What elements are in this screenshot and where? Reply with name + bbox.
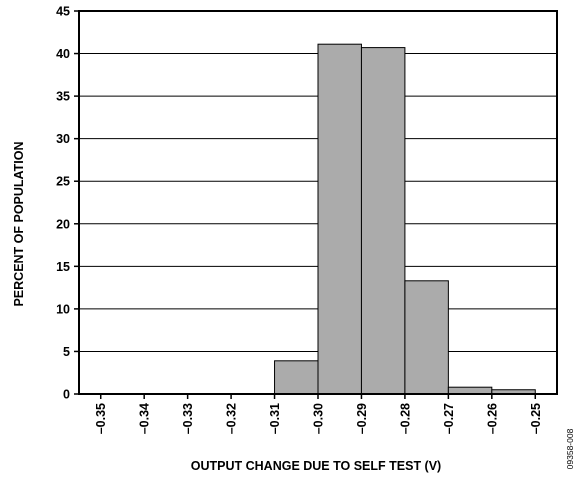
- histogram-bar: [274, 360, 319, 395]
- y-axis-label: PERCENT OF POPULATION: [12, 141, 26, 306]
- histogram-bar: [404, 280, 449, 395]
- x-tick-label: –0.32: [225, 403, 239, 434]
- x-tick-label: –0.29: [355, 403, 369, 434]
- y-tick-label: 20: [56, 217, 70, 231]
- y-tick-label: 45: [56, 5, 70, 19]
- histogram-bars: [274, 43, 536, 395]
- x-tick-label: –0.33: [181, 403, 195, 434]
- x-tick-label: –0.35: [94, 403, 108, 434]
- x-tick-label: –0.26: [485, 403, 499, 434]
- y-tick-label: 40: [56, 47, 70, 61]
- x-tick-label: –0.25: [529, 403, 543, 434]
- y-tick-label: 0: [63, 388, 70, 402]
- x-tick-label: –0.30: [312, 403, 326, 434]
- x-tick-label: –0.34: [138, 403, 152, 434]
- histogram-bar: [317, 43, 362, 395]
- figure-id-label: 09358-008: [565, 428, 575, 469]
- x-tick-label: –0.28: [398, 403, 412, 434]
- x-tick-label: –0.31: [268, 403, 282, 434]
- histogram-bar: [360, 47, 406, 395]
- y-tick-label: 35: [56, 90, 70, 104]
- y-tick-label: 10: [56, 302, 70, 316]
- x-axis-label: OUTPUT CHANGE DUE TO SELF TEST (V): [191, 459, 441, 473]
- y-tick-label: 25: [56, 175, 70, 189]
- histogram-bar: [447, 386, 493, 395]
- y-tick-label: 30: [56, 132, 70, 146]
- y-tick-label: 15: [56, 260, 70, 274]
- x-axis-ticks: –0.35 –0.34 –0.33 –0.32 –0.31 –0.30 –0.29 –0.28…: [94, 394, 543, 434]
- x-tick-label: –0.27: [442, 403, 456, 434]
- y-tick-label: 5: [63, 345, 70, 359]
- y-axis-ticks: 0 5 10 15 20 25 30 35 40 45: [56, 5, 79, 402]
